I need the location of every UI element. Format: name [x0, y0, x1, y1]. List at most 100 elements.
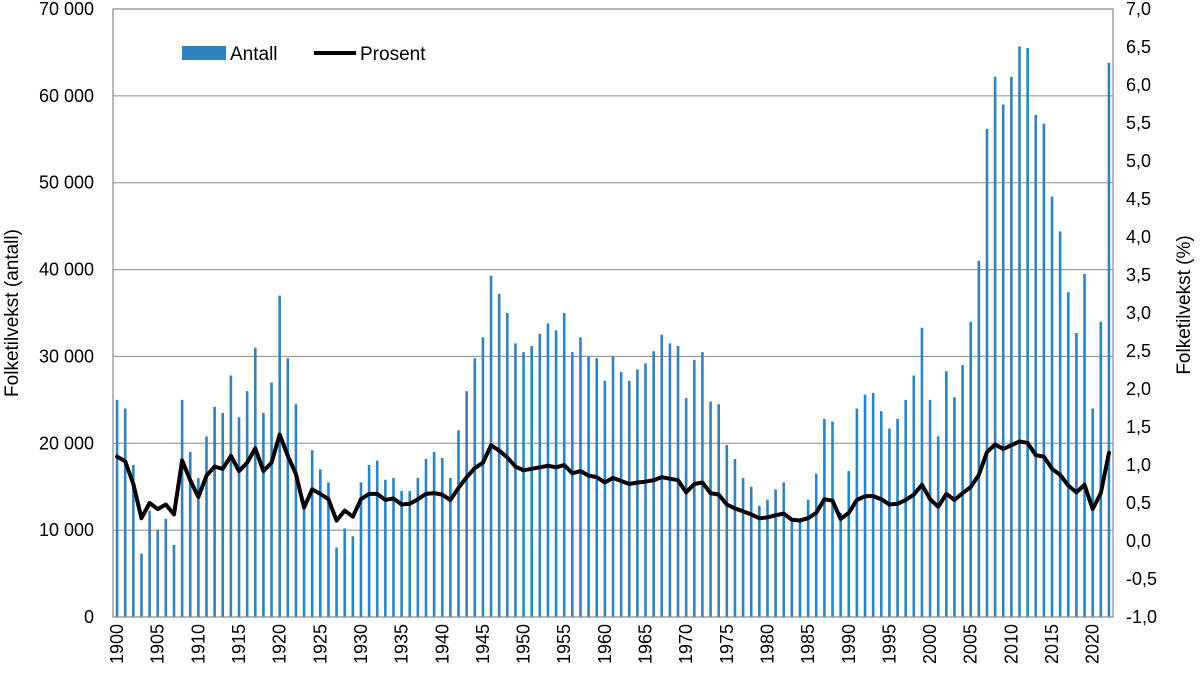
- x-tick-label: 1985: [798, 624, 818, 664]
- bar-antall: [392, 478, 395, 617]
- bar-antall: [327, 482, 330, 617]
- bar-antall: [627, 380, 631, 617]
- bar-antall: [839, 512, 842, 617]
- bar-antall: [636, 369, 639, 617]
- bar-antall: [1026, 48, 1029, 617]
- bar-antall: [766, 499, 769, 617]
- bar-antall: [725, 445, 729, 617]
- x-tick-label: 2015: [1042, 624, 1062, 664]
- bar-antall: [123, 408, 127, 617]
- bar-antall: [457, 430, 460, 617]
- right-tick-label: 2,5: [1126, 341, 1151, 361]
- bar-antall: [400, 491, 403, 617]
- bar-antall: [1075, 332, 1078, 617]
- bar-antall: [286, 358, 290, 617]
- bar-antall: [814, 473, 818, 617]
- x-tick-label: 1975: [717, 624, 737, 664]
- bar-antall: [197, 478, 200, 617]
- left-tick-label: 40 000: [39, 260, 94, 280]
- legend-swatch-antall: [182, 46, 226, 60]
- bar-antall: [1034, 114, 1038, 617]
- bar-antall: [831, 421, 834, 617]
- bar-antall: [823, 418, 826, 617]
- bar-antall: [481, 337, 485, 617]
- antall-bars: [115, 46, 1111, 618]
- bar-antall: [684, 398, 688, 617]
- bar-antall: [806, 499, 810, 617]
- bar-antall: [717, 404, 720, 617]
- x-tick-label: 1930: [351, 624, 371, 664]
- bar-antall: [359, 482, 363, 617]
- bar-antall: [465, 391, 468, 617]
- right-tick-label: -1,0: [1126, 607, 1157, 627]
- left-tick-label: 60 000: [39, 86, 94, 106]
- x-tick-label: 1990: [839, 624, 859, 664]
- bar-antall: [855, 408, 859, 617]
- bar-antall: [522, 352, 525, 617]
- x-tick-label: 2005: [961, 624, 981, 664]
- x-tick-label: 1910: [188, 624, 208, 664]
- bar-antall: [180, 399, 184, 617]
- bar-antall: [888, 428, 891, 617]
- bar-antall: [579, 337, 582, 617]
- left-tick-label: 10 000: [39, 520, 94, 540]
- bar-antall: [571, 352, 574, 617]
- right-tick-label: 5,0: [1126, 151, 1151, 171]
- bar-antall: [603, 380, 607, 617]
- x-tick-label: 1935: [392, 624, 412, 664]
- bar-antall: [343, 528, 347, 617]
- legend: Antall Prosent: [182, 44, 426, 65]
- right-tick-label: 0,5: [1126, 493, 1151, 513]
- x-tick-label: 1915: [229, 624, 249, 664]
- x-tick-label: 2010: [1001, 624, 1021, 664]
- bar-antall: [514, 343, 517, 617]
- bar-antall: [1018, 46, 1021, 618]
- x-tick-label: 1965: [636, 624, 656, 664]
- bar-antall: [351, 536, 355, 617]
- right-tick-label: 4,5: [1126, 189, 1151, 209]
- x-tick-label: 2000: [920, 624, 940, 664]
- x-tick-label: 1900: [107, 624, 127, 664]
- prosent-line: [115, 432, 1111, 523]
- bar-antall: [335, 547, 338, 617]
- bar-antall: [164, 518, 168, 617]
- bar-antall: [310, 450, 314, 617]
- bar-antall: [847, 471, 851, 617]
- bar-antall: [611, 356, 615, 617]
- bar-antall: [879, 411, 883, 617]
- bar-antall: [709, 401, 712, 617]
- right-axis-tick-labels: -1,0 -0,5 0,0 0,5 1,0 1,5 2,0 2,5 3,0 3,5 4,0 4,5 5,…: [1126, 0, 1157, 627]
- bar-antall: [595, 358, 599, 617]
- right-tick-label: 3,5: [1126, 265, 1151, 285]
- bar-antall: [253, 347, 257, 617]
- bar-antall: [384, 479, 387, 617]
- right-tick-label: 5,5: [1126, 113, 1151, 133]
- bar-antall: [440, 458, 444, 617]
- bar-antall: [693, 359, 696, 617]
- x-tick-label: 1960: [595, 624, 615, 664]
- bar-antall: [953, 397, 956, 617]
- left-tick-label: 0: [84, 607, 94, 627]
- right-tick-label: 6,5: [1126, 37, 1151, 57]
- right-tick-label: 0,0: [1126, 531, 1151, 551]
- bar-antall: [302, 504, 306, 617]
- x-tick-label: 2020: [1083, 624, 1103, 664]
- bar-antall: [985, 128, 989, 618]
- bar-antall: [644, 363, 647, 617]
- bar-antall: [1066, 292, 1070, 617]
- bar-antall: [424, 458, 428, 617]
- bar-antall: [1083, 273, 1086, 617]
- bar-antall: [375, 460, 379, 617]
- x-tick-label: 1925: [310, 624, 330, 664]
- bar-antall: [262, 412, 265, 617]
- bar-antall: [1010, 76, 1013, 617]
- bar-antall: [319, 469, 322, 617]
- bar-antall: [148, 511, 151, 617]
- bar-antall: [449, 478, 452, 617]
- bar-antall: [132, 465, 135, 617]
- bar-antall: [969, 321, 973, 617]
- right-tick-label: -0,5: [1126, 569, 1157, 589]
- x-tick-label: 1945: [473, 624, 493, 664]
- left-tick-label: 30 000: [39, 346, 94, 366]
- bar-antall: [936, 436, 940, 617]
